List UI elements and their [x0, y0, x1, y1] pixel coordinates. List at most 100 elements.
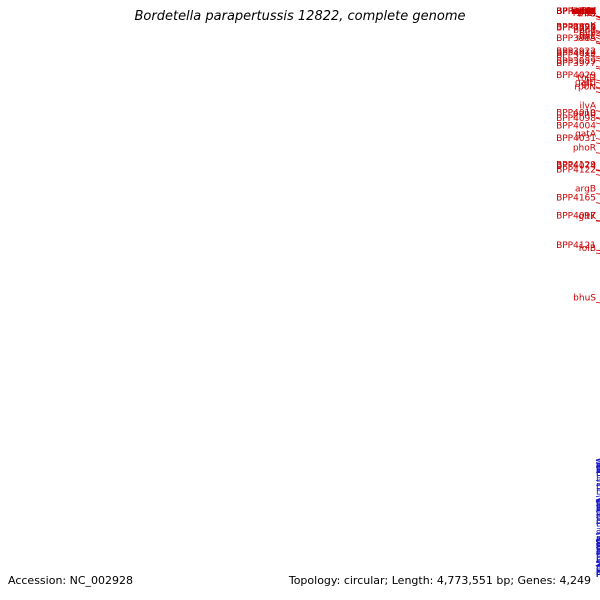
reverse-gene-label: mreB	[596, 568, 600, 578]
reverse-gene-label: BPP3851	[596, 568, 600, 578]
forward-gene-label: BPP3989	[556, 57, 596, 67]
forward-gene-label: BPP4019	[556, 49, 596, 59]
forward-gene-label: thiE	[579, 7, 597, 17]
gene-labels: bhuS folB BPP4165 BPP4122 BPP4098 BPP4121 BPP4…	[556, 7, 600, 578]
reverse-gene-label: BPP4015	[596, 568, 600, 578]
forward-marker-line	[595, 31, 600, 34]
reverse-gene-label: BPP4021	[596, 568, 600, 578]
forward-gene-label: ilvA	[580, 102, 597, 112]
reverse-gene-label: rubA	[596, 568, 600, 578]
reverse-gene-label: BPP3932	[596, 542, 600, 552]
accession-label: Accession: NC_002928	[8, 574, 134, 587]
reverse-gene-label: BPP3938	[596, 568, 600, 578]
forward-gene-label: panB	[573, 109, 596, 119]
forward-marker-line	[595, 34, 600, 37]
reverse-gene-label: nudH	[596, 568, 600, 578]
reverse-gene-label: rep	[596, 568, 600, 578]
forward-gene-label: aroE	[576, 7, 597, 17]
forward-gene-label: thiG	[577, 10, 596, 20]
reverse-gene-label: BPP3956	[596, 499, 600, 509]
reverse-gene-label: BPP3962	[596, 465, 600, 475]
reverse-gene-label: BPP3993	[596, 537, 600, 547]
reverse-gene-label: argC	[596, 462, 600, 472]
forward-gene-label: BPP4028	[556, 7, 596, 17]
reverse-gene-label: dltA	[596, 568, 600, 578]
reverse-gene-label: ubiB	[596, 544, 600, 554]
forward-gene-label: phoR	[573, 144, 596, 154]
forward-gene-label: argJ	[579, 7, 596, 17]
reverse-gene-label: dltB	[596, 568, 600, 578]
forward-marker-line	[595, 15, 600, 18]
reverse-gene-label: BPP3832	[596, 568, 600, 578]
forward-gene-label: argB	[575, 185, 596, 195]
forward-gene-label: BPP3872	[556, 7, 596, 17]
reverse-marker-line	[595, 460, 600, 464]
reverse-gene-label: pyrE	[596, 568, 600, 578]
reverse-gene-label: BPP4022	[596, 568, 600, 578]
forward-gene-label: BPP3977	[556, 59, 596, 69]
reverse-gene-label: BPP3971	[596, 568, 600, 578]
forward-marker-line	[595, 15, 600, 18]
reverse-gene-label: BPP3928	[596, 568, 600, 578]
reverse-gene-label: pyrC	[596, 568, 600, 578]
forward-marker-line	[595, 219, 600, 222]
reverse-marker-line	[595, 465, 600, 468]
reverse-gene-label: BPP3959	[596, 568, 600, 578]
topology-summary: Topology: circular; Length: 4,773,551 bp…	[288, 574, 591, 587]
forward-gene-label: BPP3926	[556, 7, 596, 17]
forward-gene-label: mtgA	[572, 7, 597, 17]
reverse-gene-label: BPP3871	[596, 543, 600, 553]
forward-gene-label: BPP3950	[556, 7, 596, 17]
reverse-gene-label: BPP3972	[596, 487, 600, 497]
forward-marker-line	[595, 15, 600, 19]
forward-marker-line	[595, 169, 600, 171]
reverse-marker-line	[595, 464, 600, 467]
reverse-gene-label: BPP3863	[596, 514, 600, 524]
forward-marker-line	[595, 15, 600, 18]
reverse-gene-label: BPP3975	[596, 568, 600, 578]
forward-gene-label: hemL	[571, 7, 596, 17]
forward-gene-label: BPP4098	[556, 114, 596, 124]
forward-marker-line	[595, 59, 600, 62]
reverse-gene-label: BPP3990	[596, 568, 600, 578]
reverse-gene-label: metX	[596, 568, 600, 578]
forward-gene-label: BPP3951	[556, 7, 596, 17]
reverse-gene-label: BPP3811	[596, 505, 600, 515]
reverse-gene-label: BPP3845	[596, 568, 600, 578]
reverse-gene-label: BPP4073	[596, 568, 600, 578]
forward-gene-label: BPP3955	[556, 7, 596, 17]
forward-gene-label: BPP3902	[556, 7, 596, 17]
reverse-gene-label: BPP3979	[596, 512, 600, 522]
reverse-gene-label: BPP3841	[596, 503, 600, 513]
forward-gene-label: BPP4008	[556, 7, 596, 17]
reverse-gene-label: purT	[596, 568, 600, 578]
forward-marker-line	[595, 65, 600, 68]
forward-marker-line	[595, 15, 600, 19]
forward-gene-label: fabI	[579, 28, 596, 38]
reverse-marker-line	[595, 458, 600, 461]
forward-gene-label: nrdB	[575, 7, 596, 17]
reverse-gene-label: dbpA	[596, 564, 600, 574]
forward-gene-label: ftsE	[579, 32, 596, 42]
forward-marker-line	[595, 249, 600, 251]
forward-marker-line	[595, 29, 600, 33]
forward-gene-label: gatC	[575, 78, 596, 88]
forward-gene-label: BPP3978	[556, 7, 596, 17]
forward-gene-label: BPP3906	[556, 7, 596, 17]
reverse-gene-label: BPP3970	[596, 568, 600, 578]
forward-gene-label: BPP3878	[556, 7, 596, 17]
forward-gene-label: thiD	[577, 7, 596, 17]
reverse-gene-label: BPP3897	[596, 502, 600, 512]
reverse-gene-label: BPP3981	[596, 542, 600, 552]
reverse-gene-label: BPP3801	[596, 568, 600, 578]
reverse-gene-label: ubiE	[596, 568, 600, 578]
forward-marker-line	[595, 15, 600, 18]
forward-gene-label: BPP4074	[556, 161, 596, 171]
forward-gene-label: BPP3923	[556, 7, 596, 17]
forward-marker-line	[595, 82, 600, 84]
forward-gene-label: BPP4029	[556, 71, 596, 81]
reverse-gene-label: BPP3880	[596, 556, 600, 566]
forward-gene-label: BPP3952	[556, 7, 596, 17]
reverse-gene-label: BPP3944	[596, 568, 600, 578]
